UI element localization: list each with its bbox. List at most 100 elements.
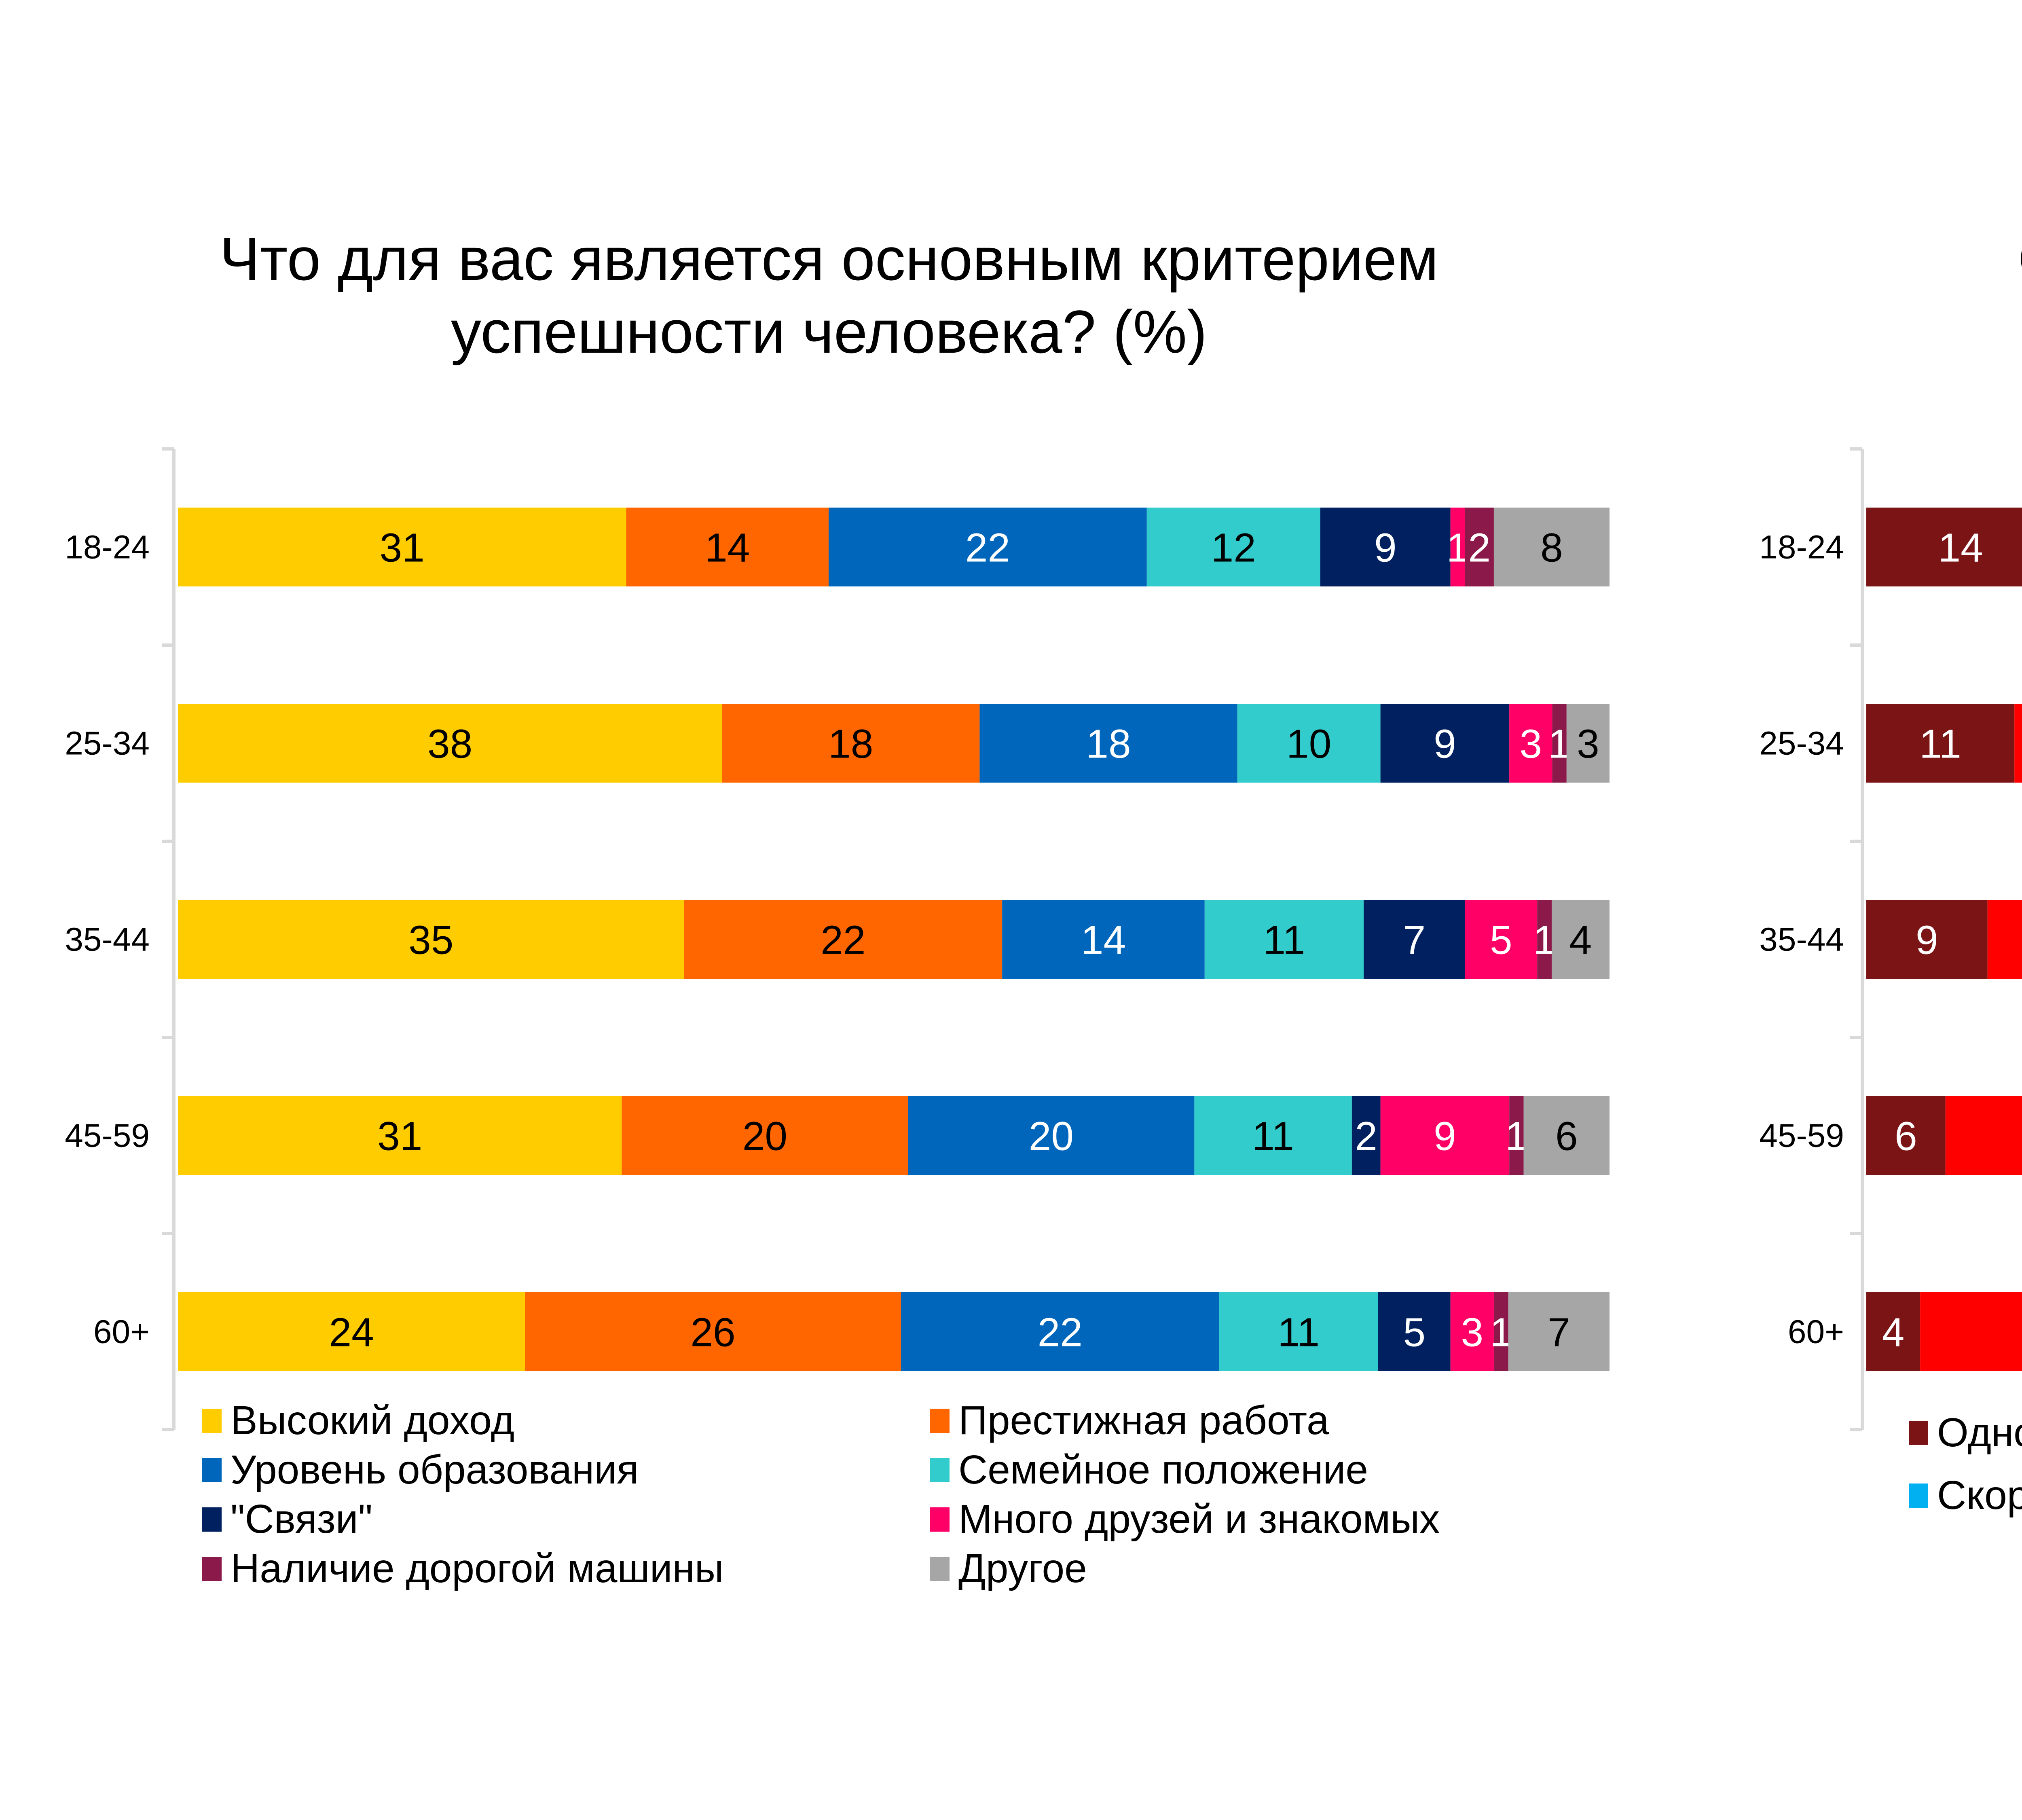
data-label: 3 [1461, 1310, 1483, 1355]
bar-segment [1194, 1096, 1352, 1175]
bar-segment [2014, 704, 2022, 783]
legend-item: Много друзей и знакомых [930, 1494, 1440, 1545]
data-label: 18 [1086, 722, 1131, 767]
data-label: 9 [1374, 525, 1397, 571]
data-label: 6 [1555, 1114, 1578, 1159]
category-label: 35-44 [65, 921, 150, 958]
data-label: 5 [1490, 918, 1512, 963]
data-label: 11 [1277, 1310, 1320, 1355]
category-label: 45-59 [65, 1117, 150, 1154]
data-label: 2 [1468, 525, 1491, 571]
category-label: 18-24 [1759, 529, 1844, 566]
legend-label: Высокий доход [231, 1398, 515, 1443]
bar-segment [1866, 1292, 1920, 1371]
data-label: 20 [742, 1114, 787, 1159]
legend-label: "Связи" [231, 1496, 373, 1542]
right-chart-legend: Однозначно, даСкорее да, чем нетСкорее н… [1909, 1407, 2022, 1529]
data-label: 4 [1882, 1310, 1905, 1355]
bar-segment [178, 900, 684, 979]
bar-segment [178, 1292, 525, 1371]
legend-item: Однозначно, да [1909, 1407, 2022, 1458]
bar-segment [1551, 900, 1610, 979]
data-label: 7 [1403, 918, 1426, 963]
data-label: 31 [380, 525, 425, 571]
data-label: 5 [1403, 1310, 1426, 1355]
legend-label: Скорее нет, чем да [1937, 1473, 2022, 1518]
legend-item: Наличие дорогой машины [202, 1543, 724, 1594]
bar-segment [901, 1292, 1219, 1371]
bar-segment [622, 1096, 908, 1175]
bar-segment [1364, 900, 1465, 979]
data-label: 4 [1569, 918, 1592, 963]
left-chart-plot: 18-24 31 14 22 12 9 12 825-34 38 18 18 10 9 3 1 335-44 3… [65, 447, 1610, 1431]
category-label: 25-34 [65, 725, 150, 762]
category-label: 60+ [93, 1314, 150, 1350]
data-label: 11 [1263, 918, 1305, 963]
data-label: 22 [1038, 1310, 1083, 1355]
bar-segment [684, 900, 1003, 979]
legend-swatch [1909, 1483, 1928, 1508]
bar-segment [1237, 704, 1381, 783]
bar-segment [908, 1096, 1195, 1175]
bar-segment [1866, 1096, 1946, 1175]
legend-item: Другое [930, 1543, 1087, 1594]
legend-swatch [930, 1408, 950, 1433]
data-label: 3 [1519, 722, 1542, 767]
legend-item: Семейное положение [930, 1445, 1368, 1495]
legend-item: Скорее нет, чем да [1909, 1470, 2022, 1521]
data-label: 3 [1577, 722, 1599, 767]
bar-segment [1378, 1292, 1451, 1371]
bar-segment [1380, 704, 1510, 783]
bar-segment [1509, 1096, 1524, 1175]
bar-segment [1204, 900, 1364, 979]
category-label: 60+ [1788, 1314, 1844, 1350]
legend-label: Семейное положение [958, 1447, 1368, 1492]
bar-segment [1920, 1292, 2022, 1371]
bar-segment [1465, 508, 1494, 586]
legend-swatch [202, 1408, 222, 1433]
data-label: 26 [690, 1310, 735, 1355]
bar-segment [1219, 1292, 1378, 1371]
data-label: 6 [1895, 1114, 1917, 1159]
bar-segment [1509, 704, 1552, 783]
data-label: 20 [1029, 1114, 1074, 1159]
data-label: 10 [1286, 722, 1331, 767]
bar-segment [1320, 508, 1451, 586]
bar-segment [1465, 900, 1538, 979]
bar-segment [829, 508, 1147, 586]
data-label: 14 [705, 525, 750, 571]
bar-segment [1352, 1096, 1381, 1175]
legend-swatch [202, 1507, 222, 1532]
bar-segment [1450, 1292, 1494, 1371]
bar-segment [1493, 1292, 1508, 1371]
legend-swatch [930, 1556, 950, 1581]
left-chart-title: Что для вас является основным критерием … [219, 225, 1439, 366]
bar-segment [1866, 900, 1988, 979]
legend-swatch [202, 1458, 222, 1482]
data-label: 11 [1919, 722, 1961, 767]
data-label: 35 [408, 918, 453, 963]
bar-segment [1866, 508, 2022, 586]
data-label: 31 [377, 1114, 422, 1159]
data-label: 22 [821, 918, 865, 963]
data-label: 12 [1211, 525, 1256, 571]
right-chart-plot: 18-241435331525-34114235935-44940361245-… [1759, 447, 2022, 1431]
bar-segment [1523, 1096, 1610, 1175]
bar-segment [178, 704, 722, 783]
bar-segment [178, 1096, 622, 1175]
legend-label: Наличие дорогой машины [231, 1546, 724, 1591]
data-label: 18 [828, 722, 873, 767]
bar-segment [1146, 508, 1320, 586]
bar-segment [626, 508, 829, 586]
left-chart-legend: Высокий доход Престижная работа Уровень об… [202, 1395, 1618, 1638]
bar-segment [1866, 704, 2015, 783]
legend-item: Престижная работа [930, 1395, 1329, 1446]
legend-swatch [202, 1556, 222, 1581]
legend-swatch [1909, 1420, 1928, 1445]
bar-segment [178, 508, 626, 586]
legend-item: Высокий доход [202, 1395, 514, 1446]
legend-item: Уровень образования [202, 1445, 639, 1495]
category-label: 18-24 [65, 529, 150, 566]
data-label: 22 [965, 525, 1010, 571]
legend-swatch [930, 1458, 950, 1482]
